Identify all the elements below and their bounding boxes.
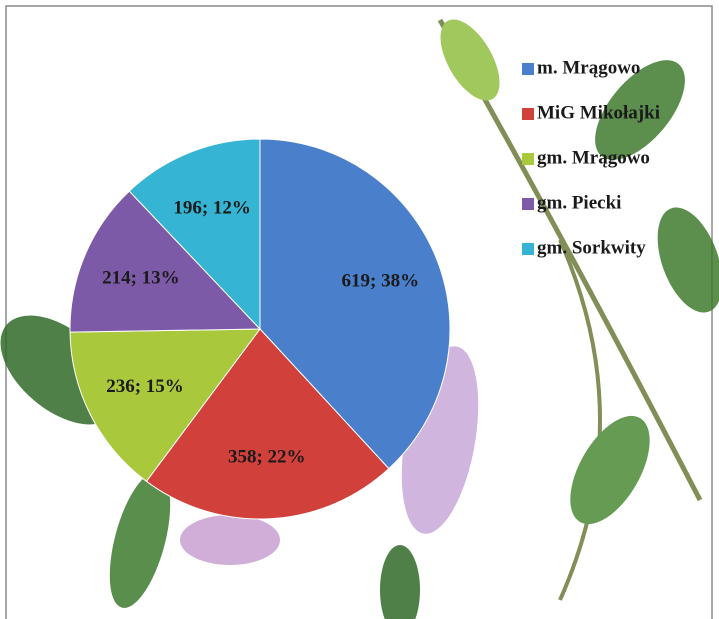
data-label: 214; 13% bbox=[102, 267, 180, 288]
data-label: 619; 38% bbox=[342, 270, 420, 291]
pie-slice bbox=[128, 138, 261, 331]
legend-label: gm. Piecki bbox=[537, 192, 621, 213]
legend-swatch bbox=[522, 243, 534, 255]
legend-label: MiG Mikołajki bbox=[537, 102, 660, 123]
pie-slice bbox=[69, 190, 262, 333]
legend-swatch bbox=[522, 108, 534, 120]
data-label: 196; 12% bbox=[173, 197, 251, 218]
legend-label: gm. Mrągowo bbox=[537, 147, 650, 168]
data-label: 236; 15% bbox=[106, 376, 184, 397]
legend-swatch bbox=[522, 63, 534, 75]
pie-slice bbox=[145, 328, 390, 520]
data-label: 358; 22% bbox=[228, 446, 306, 467]
legend-swatch bbox=[522, 198, 534, 210]
legend-swatch bbox=[522, 153, 534, 165]
legend-label: gm. Sorkwity bbox=[537, 237, 646, 258]
legend-label: m. Mrągowo bbox=[537, 57, 640, 78]
pie-slice bbox=[69, 328, 262, 483]
pie-slice bbox=[259, 138, 451, 470]
